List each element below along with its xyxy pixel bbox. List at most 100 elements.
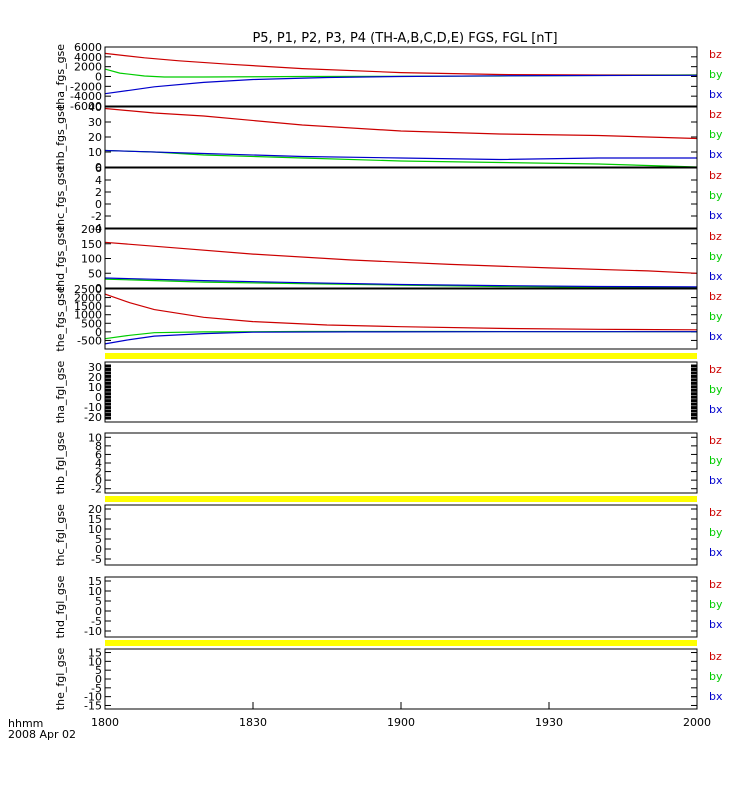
y-tick-label: -4 bbox=[91, 222, 102, 235]
legend-by: by bbox=[709, 310, 723, 323]
y-tick-label: 4 bbox=[95, 174, 102, 187]
legend-bz: bz bbox=[709, 363, 722, 376]
y-tick-label: 15 bbox=[88, 575, 102, 588]
legend-by: by bbox=[709, 383, 723, 396]
legend-bx: bx bbox=[709, 270, 723, 283]
x-tick-label: 2000 bbox=[683, 716, 711, 729]
y-tick-label: -6000 bbox=[70, 100, 102, 113]
legend-by: by bbox=[709, 250, 723, 263]
y-tick-label: 8 bbox=[95, 440, 102, 453]
legend-bz: bz bbox=[709, 578, 722, 591]
legend-by: by bbox=[709, 526, 723, 539]
y-tick-label: 500 bbox=[81, 317, 102, 330]
series-line-bz bbox=[104, 241, 698, 274]
y-tick-label: 0 bbox=[95, 326, 102, 339]
legend-bz: bz bbox=[709, 434, 722, 447]
x-tick-label: 1900 bbox=[387, 716, 415, 729]
y-tick-label: 5 bbox=[95, 533, 102, 546]
legend-bx: bx bbox=[709, 88, 723, 101]
y-tick-label: -10 bbox=[84, 401, 102, 414]
y-axis-label: tha_fgs_gse bbox=[54, 44, 67, 109]
legend-bx: bx bbox=[709, 403, 723, 416]
y-tick-label: 200 bbox=[81, 223, 102, 236]
panel-frame bbox=[104, 106, 698, 168]
y-tick-label: 4000 bbox=[74, 51, 102, 64]
y-tick-label: 10 bbox=[88, 655, 102, 668]
legend-by: by bbox=[709, 598, 723, 611]
y-axis-label: the_fgs_gse bbox=[54, 286, 67, 351]
y-tick-label: 0 bbox=[95, 161, 102, 174]
panel-frame bbox=[104, 167, 698, 229]
legend-bz: bz bbox=[709, 506, 722, 519]
y-tick-label: -15 bbox=[84, 699, 102, 712]
flag-bar bbox=[105, 353, 697, 359]
y-axis-label: the_fgl_gse bbox=[54, 648, 67, 711]
legend-bz: bz bbox=[709, 48, 722, 61]
y-tick-label: 0 bbox=[95, 543, 102, 556]
y-tick-label: 1500 bbox=[74, 300, 102, 313]
y-tick-label: 2500 bbox=[74, 283, 102, 296]
y-tick-label: 30 bbox=[88, 116, 102, 129]
legend-bz: bz bbox=[709, 169, 722, 182]
y-tick-label: 2 bbox=[95, 466, 102, 479]
y-axis-label: thd_fgs_gse bbox=[54, 226, 67, 292]
x-tick-label: 1830 bbox=[239, 716, 267, 729]
y-axis-label: tha_fgl_gse bbox=[54, 361, 67, 424]
y-tick-label: 2000 bbox=[74, 292, 102, 305]
legend-by: by bbox=[709, 68, 723, 81]
legend-bz: bz bbox=[709, 650, 722, 663]
y-tick-label: 50 bbox=[88, 267, 102, 280]
flag-bar bbox=[105, 640, 697, 646]
y-tick-label: -10 bbox=[84, 625, 102, 638]
y-axis-label: thb_fgs_gse bbox=[54, 104, 67, 170]
legend-by: by bbox=[709, 670, 723, 683]
panel-frame bbox=[104, 46, 698, 107]
x-axis-label-format: hhmm bbox=[8, 717, 43, 730]
legend-bx: bx bbox=[709, 474, 723, 487]
y-tick-label: 10 bbox=[88, 381, 102, 394]
y-tick-label: 100 bbox=[81, 253, 102, 266]
y-tick-label: 10 bbox=[88, 523, 102, 536]
legend-bx: bx bbox=[709, 546, 723, 559]
x-tick-label: 1930 bbox=[535, 716, 563, 729]
y-tick-label: 20 bbox=[88, 131, 102, 144]
y-tick-label: -2 bbox=[91, 210, 102, 223]
legend-bx: bx bbox=[709, 148, 723, 161]
y-tick-label: 0 bbox=[95, 282, 102, 295]
y-tick-label: 6 bbox=[95, 448, 102, 461]
y-tick-label: -5 bbox=[91, 615, 102, 628]
panel-frame bbox=[104, 576, 698, 638]
y-tick-label: 6 bbox=[95, 162, 102, 175]
y-tick-label: 0 bbox=[95, 605, 102, 618]
y-tick-label: 2 bbox=[95, 186, 102, 199]
y-tick-label: 0 bbox=[95, 391, 102, 404]
series-line-bz bbox=[104, 52, 697, 76]
legend-bz: bz bbox=[709, 290, 722, 303]
panel-frame bbox=[104, 361, 698, 423]
y-tick-label: -20 bbox=[84, 411, 102, 424]
panel-frame bbox=[104, 288, 698, 350]
y-tick-label: -4000 bbox=[70, 90, 102, 103]
y-tick-label: 0 bbox=[95, 673, 102, 686]
legend-bx: bx bbox=[709, 618, 723, 631]
y-tick-label: 20 bbox=[88, 371, 102, 384]
y-tick-label: -500 bbox=[77, 334, 102, 347]
panel-frame bbox=[104, 228, 698, 289]
x-axis: 1800 1830 1900 1930 2000 bbox=[91, 702, 711, 729]
y-tick-label: 4 bbox=[95, 457, 102, 470]
panel-frame bbox=[104, 504, 698, 566]
y-tick-label: 20 bbox=[88, 503, 102, 516]
y-axis-label: thc_fgs_gse bbox=[54, 166, 67, 231]
y-tick-label: 150 bbox=[81, 238, 102, 251]
series-line-bx bbox=[104, 277, 698, 288]
series-line-bx bbox=[104, 74, 698, 95]
